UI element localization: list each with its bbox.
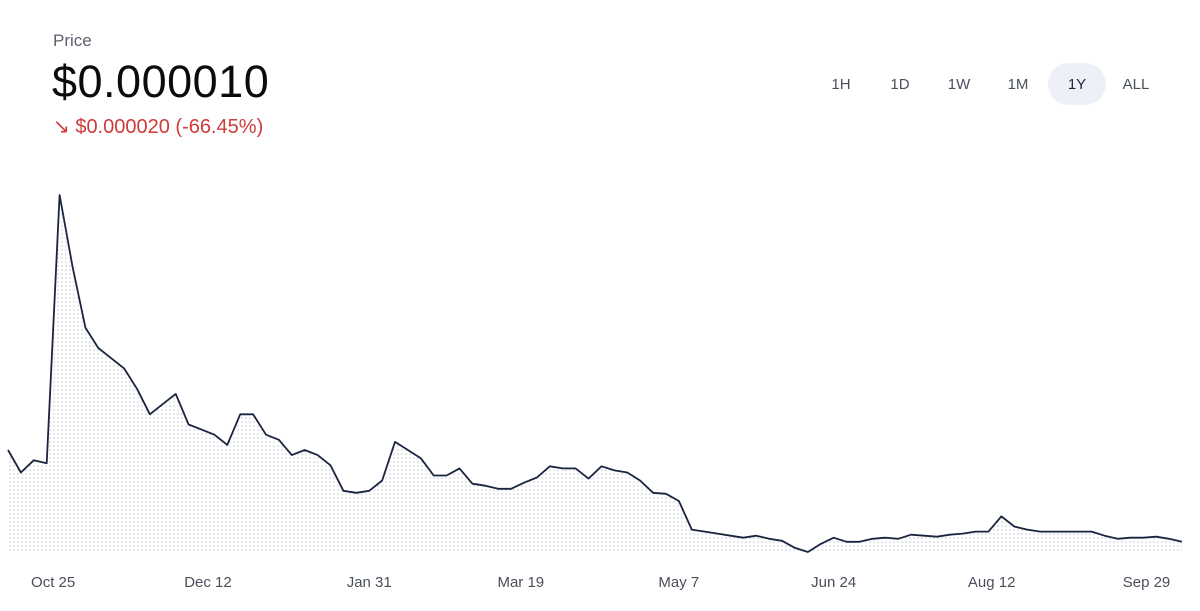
range-button[interactable]: 1W	[947, 75, 971, 93]
range-selector: 1H 1D 1W 1M 1Y ALL	[812, 63, 1166, 105]
range-button[interactable]: ALL	[1122, 75, 1150, 93]
x-tick-label: Oct 25	[31, 574, 75, 591]
x-tick-label: Jan 31	[347, 574, 392, 591]
range-button[interactable]: 1M	[1007, 75, 1029, 93]
range-button[interactable]: 1Y	[1048, 63, 1106, 105]
x-tick-label: Mar 19	[497, 574, 544, 591]
range-button[interactable]: 1D	[890, 75, 910, 93]
x-tick-label: Dec 12	[184, 574, 232, 591]
price-label: Price	[53, 31, 92, 50]
price-line	[7, 194, 1183, 553]
range-button[interactable]: 1H	[831, 75, 851, 93]
area-fill	[8, 195, 1182, 553]
price: $0.000010	[52, 56, 270, 107]
x-tick-label: May 7	[658, 574, 699, 591]
x-tick-label: Sep 29	[1123, 574, 1171, 591]
x-tick-label: Jun 24	[811, 574, 856, 591]
x-tick-label: Aug 12	[968, 574, 1016, 591]
price-change: ↘ $0.000020 (-66.45%)	[53, 116, 264, 138]
